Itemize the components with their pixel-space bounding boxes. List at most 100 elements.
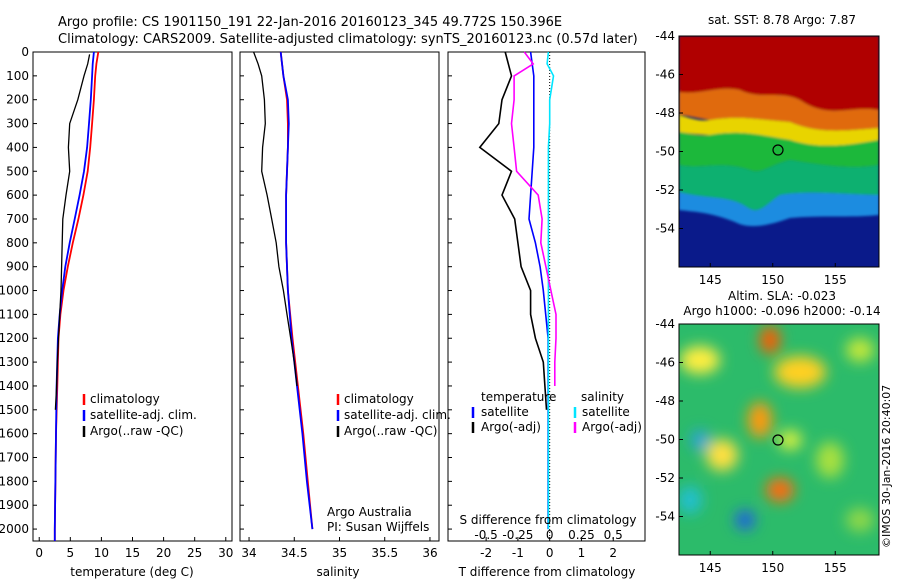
y-tick-label-20: 2000 [0,522,29,536]
map-axis-labels: 145 150 155 -44 -46 -48 -50 -52 -54 145 150 155 -44 -… [655,29,846,575]
legend-label-1-0: climatology [344,392,414,406]
map-y-tick-label-4-2: -48 [655,394,675,408]
sst-map-title: sat. SST: 8.78 Argo: 7.87 [708,13,856,27]
x-tick-label-1-3: 35.5 [371,546,398,560]
credit-line2: PI: Susan Wijffels [327,520,429,534]
y-tick-label-16: 1600 [0,427,29,441]
sst-argo-marker [772,144,784,156]
diff-series-line-1 [478,51,548,410]
series-line-1-2 [252,51,298,387]
x-tick-label-2-2: 0 [546,546,554,560]
map-y-tick-label-3-0: -44 [655,29,675,43]
x-tick-label-1-2: 35 [332,546,347,560]
map-y-tick-label-4-0: -44 [655,317,675,331]
map-y-tick-label-4-5: -54 [655,510,675,524]
difference-xlabel: T difference from climatology [458,565,636,579]
header-line2: Climatology: CARS2009. Satellite-adjuste… [58,32,638,47]
y-tick-label-17: 1700 [0,451,29,465]
y-tick-label-18: 1800 [0,474,29,488]
difference-chart: -2 -1 0 1 2-0.5 -0.25 0 0.25 0.5temperaturesatel… [448,51,642,560]
x-tick-label-1-1: 34.5 [281,546,308,560]
y-tick-label-19: 1900 [0,498,29,512]
y-tick-label-3: 300 [6,117,29,131]
y-tick-label-14: 1400 [0,379,29,393]
map-y-tick-label-3-4: -52 [655,183,675,197]
legend-label-0-1: satellite-adj. clim. [90,408,197,422]
y-tick-label-10: 1000 [0,284,29,298]
diff-series-line-2 [546,51,555,530]
legend-label-2-0: temperature [481,390,556,404]
map-y-tick-label-4-1: -46 [655,356,675,370]
x-tick-label-2-3: 1 [578,546,586,560]
credit-line1: Argo Australia [327,505,412,519]
map-x-tick-label-4-1: 150 [761,561,784,575]
top-x-tick-label-3: 0.25 [568,528,595,542]
salinity-chart: 34 34.5 35 35.5 36 climatology satellite-adj. … [240,51,451,560]
y-tick-label-5: 500 [6,164,29,178]
salinity-panel-frame [239,51,440,542]
map-y-tick-label-4-3: -50 [655,433,675,447]
map-x-tick-label-4-0: 145 [699,561,722,575]
y-tick-label-4: 400 [6,140,29,154]
map-y-tick-label-3-2: -48 [655,106,675,120]
y-tick-label-8: 800 [6,236,29,250]
map-y-tick-label-3-1: -46 [655,68,675,82]
map-y-tick-label-3-3: -50 [655,145,675,159]
salinity-xlabel: salinity [316,565,359,579]
y-tick-label-11: 1100 [0,307,29,321]
x-tick-label-0-5: 25 [187,546,202,560]
top-x-tick-label-1: -0.25 [502,528,533,542]
map-y-tick-label-4-4: -52 [655,471,675,485]
map-y-tick-label-3-5: -54 [655,222,675,236]
series-line-1-1 [279,51,314,530]
series-line-0-2 [54,54,91,410]
diff-series-line-3 [510,51,557,386]
temperature-xlabel: temperature (deg C) [70,565,193,579]
legend-label-2-3: salinity [581,390,624,404]
difference-top-xlabel: S difference from climatology [460,513,637,527]
map-x-tick-label-3-0: 145 [699,273,722,287]
y-tick-label-6: 600 [6,188,29,202]
x-tick-label-0-3: 15 [125,546,140,560]
legend-label-2-2: Argo(-adj) [481,420,541,434]
difference-panel-frame [447,51,646,542]
y-tick-label-1: 100 [6,69,29,83]
sla-map-title: Altim. SLA: -0.023 [728,289,836,303]
header-line1: Argo profile: CS 1901150_191 22-Jan-2016… [58,15,562,30]
legend-label-2-5: Argo(-adj) [582,420,642,434]
temperature-chart: 0 5 10 15 20 25 300100200300400500600700800900… [0,45,233,560]
y-tick-label-7: 700 [6,212,29,226]
sst-map [679,36,879,267]
legend-label-2-4: satellite [582,405,630,419]
y-tick-label-15: 1500 [0,403,29,417]
x-tick-label-2-0: -2 [480,546,492,560]
x-tick-label-0-2: 10 [94,546,109,560]
legend-label-0-2: Argo(..raw -QC) [90,424,183,438]
x-tick-label-2-1: -1 [512,546,524,560]
imos-stamp: ©IMOS 30-Jan-2016 20:40:07 [880,385,893,548]
x-tick-label-0-4: 20 [156,546,171,560]
series-line-0-1 [53,51,95,541]
map-x-tick-label-4-2: 155 [824,561,847,575]
map-x-tick-label-3-1: 150 [761,273,784,287]
diff-series-line-0 [528,51,549,530]
legend-label-1-2: Argo(..raw -QC) [344,424,437,438]
top-x-tick-label-2: 0 [546,528,554,542]
x-tick-label-1-4: 36 [422,546,437,560]
x-tick-label-0-1: 5 [66,546,74,560]
x-tick-label-0-0: 0 [35,546,43,560]
top-x-tick-label-0: -0.5 [474,528,497,542]
sla-map-subtitle: Argo h1000: -0.096 h2000: -0.14 [683,304,880,318]
x-tick-label-1-0: 34 [241,546,256,560]
legend-label-2-1: satellite [481,405,529,419]
sla-map [679,324,879,555]
y-tick-label-9: 900 [6,260,29,274]
y-tick-label-13: 1300 [0,355,29,369]
map-x-tick-label-3-2: 155 [824,273,847,287]
sla-argo-marker [772,434,784,446]
series-line-1-0 [279,51,314,530]
y-tick-label-0: 0 [21,45,29,59]
y-tick-label-2: 200 [6,93,29,107]
legend-label-1-1: satellite-adj. clim. [344,408,451,422]
